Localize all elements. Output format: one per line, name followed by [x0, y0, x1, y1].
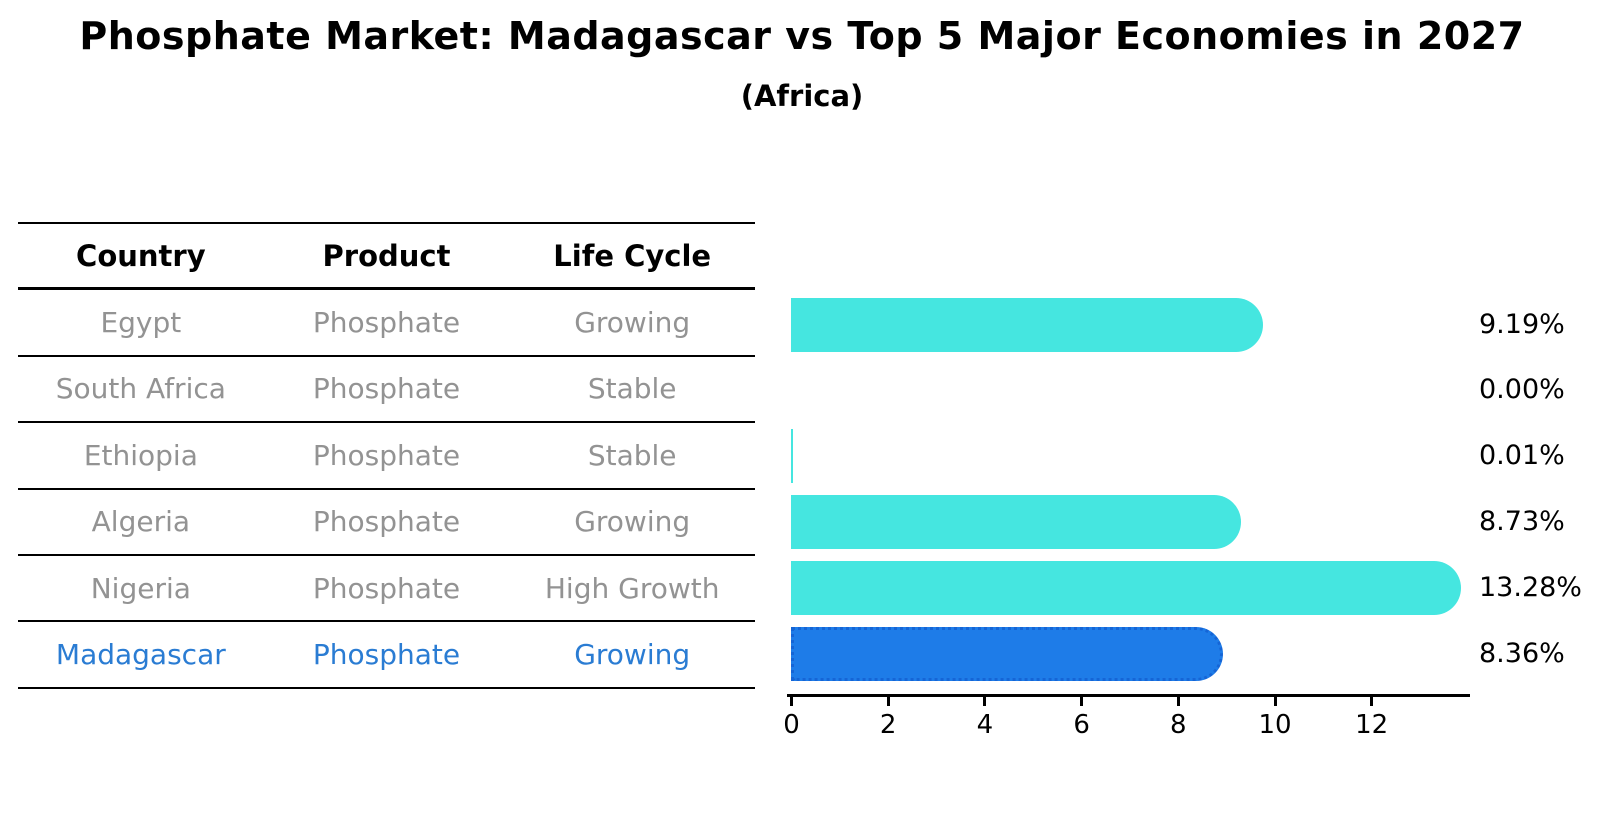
country-cell: South Africa: [55, 372, 226, 406]
lifecycle-cell: Stable: [587, 372, 677, 406]
value-label-south-africa: 0.00%: [1479, 374, 1565, 406]
x-tick-label: 0: [783, 710, 800, 740]
lifecycle-cell: Growing: [574, 505, 691, 539]
lifecycle-cell: Stable: [587, 438, 677, 472]
value-label-madagascar: 8.36%: [1479, 638, 1565, 669]
x-tick-mark: [983, 697, 987, 706]
x-tick-mark: [1176, 697, 1180, 706]
x-tick-mark: [1080, 697, 1084, 706]
x-tick-label: 6: [1073, 710, 1090, 740]
product-cell: Phosphate: [312, 505, 461, 539]
x-tick-label: 2: [879, 710, 897, 740]
table-row-nigeria: Nigeria Phosphate High Growth: [18, 556, 755, 623]
x-tick-label: 10: [1258, 710, 1292, 740]
value-label-nigeria: 13.28%: [1479, 572, 1582, 604]
x-tick-mark: [790, 697, 793, 706]
country-cell: Ethiopia: [83, 438, 198, 472]
table-body: Egypt Phosphate Growing South Africa Phospha…: [18, 290, 755, 689]
country-cell: Egypt: [100, 306, 182, 340]
country-cell: Nigeria: [90, 571, 191, 605]
table-row-south-africa: South Africa Phosphate Stable: [18, 357, 755, 424]
table-row-algeria: Algeria Phosphate Growing: [18, 490, 755, 556]
country-cell: Madagascar: [55, 638, 226, 672]
chart-title: Phosphate Market: Madagascar vs Top 5 Ma…: [79, 14, 1525, 58]
table-row-madagascar: Madagascar Phosphate Growing: [18, 622, 755, 689]
x-tick-label: 4: [976, 710, 994, 740]
x-tick-mark: [1370, 697, 1374, 706]
x-tick-mark: [1273, 697, 1277, 706]
table-row-egypt: Egypt Phosphate Growing: [18, 290, 755, 357]
table-header-row: Country Product Life Cycle: [18, 224, 755, 291]
lifecycle-cell: Growing: [574, 638, 691, 672]
chart-subtitle: (Africa): [740, 79, 864, 113]
header-country: Country: [76, 238, 206, 273]
x-tick-label: 12: [1355, 710, 1389, 740]
table-row-ethiopia: Ethiopia Phosphate Stable: [18, 423, 755, 490]
bar-egypt: [791, 297, 1264, 352]
product-cell: Phosphate: [312, 372, 461, 406]
product-cell: Phosphate: [312, 438, 461, 472]
lifecycle-cell: High Growth: [544, 571, 720, 605]
bar-algeria: [791, 495, 1241, 550]
x-tick-mark: [886, 697, 890, 706]
product-cell: Phosphate: [312, 571, 461, 605]
country-table: Country Product Life Cycle Egypt Phosphat…: [18, 222, 755, 689]
bar-madagascar: [791, 627, 1224, 681]
value-label-egypt: 9.19%: [1479, 308, 1565, 340]
value-label-ethiopia: 0.01%: [1479, 440, 1565, 472]
x-tick-label: 8: [1170, 710, 1187, 740]
lifecycle-cell: Growing: [574, 306, 691, 340]
value-label-algeria: 8.73%: [1479, 506, 1565, 538]
bar-ethiopia: [791, 429, 793, 484]
country-cell: Algeria: [91, 505, 191, 539]
product-cell: Phosphate: [312, 306, 461, 340]
bar-nigeria: [791, 561, 1461, 616]
header-product: Product: [322, 238, 451, 273]
x-axis-line: [787, 694, 1470, 697]
product-cell: Phosphate: [312, 638, 461, 672]
header-life-cycle: Life Cycle: [553, 238, 712, 273]
